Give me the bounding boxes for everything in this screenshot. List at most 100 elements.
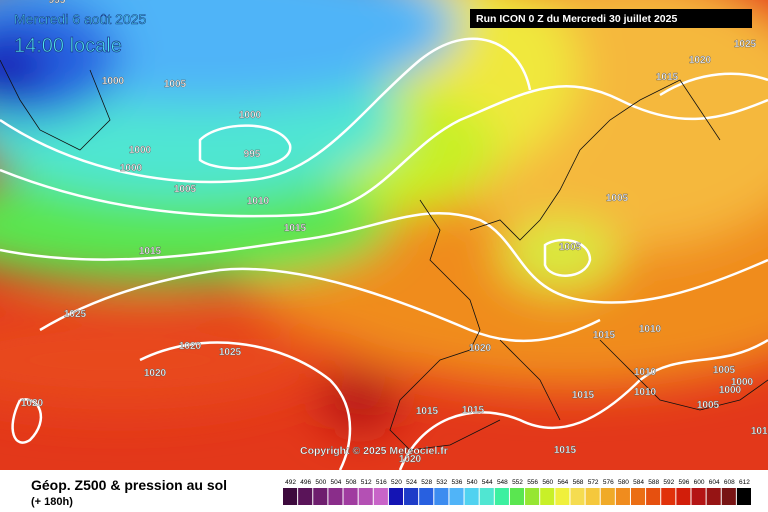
isobar-label: 1005 <box>697 400 720 411</box>
scale-label: 612 <box>739 479 750 486</box>
scale-label: 608 <box>724 479 735 486</box>
isobar-label: 1005 <box>174 184 197 195</box>
scale-label: 540 <box>467 479 478 486</box>
isobar-label: 1015 <box>462 405 485 416</box>
run-info: Run ICON 0 Z du Mercredi 30 juillet 2025 <box>476 13 677 25</box>
scale-box <box>600 488 615 505</box>
isobar-label: 1015 <box>572 390 595 401</box>
scale-label: 492 <box>285 479 296 486</box>
scale-box <box>343 488 358 505</box>
isobar-label: 1015 <box>284 223 307 234</box>
scale-box <box>525 488 540 505</box>
isobar-label: 1015 <box>139 246 162 257</box>
scale-label: 496 <box>300 479 311 486</box>
scale-box <box>691 488 706 505</box>
isobar-label: 1005 <box>606 193 629 204</box>
scale-box <box>721 488 736 505</box>
isobar-label: 1005 <box>713 365 736 376</box>
isobar-label: 1000 <box>120 163 143 174</box>
scale-box <box>283 488 298 505</box>
scale-box <box>419 488 434 505</box>
scale-label: 572 <box>588 479 599 486</box>
legend-subtitle: (+ 180h) <box>31 496 73 508</box>
scale-box <box>494 488 509 505</box>
scale-box <box>373 488 388 505</box>
forecast-time: 14:00 locale <box>14 35 122 57</box>
scale-label: 600 <box>694 479 705 486</box>
legend-title: Géop. Z500 & pression au sol <box>31 477 227 493</box>
isobar-label: 1010 <box>247 196 270 207</box>
scale-label: 552 <box>512 479 523 486</box>
scale-label: 512 <box>361 479 372 486</box>
scale-box <box>464 488 479 505</box>
scale-box <box>509 488 525 505</box>
scale-box <box>540 488 555 505</box>
scale-box <box>328 488 343 505</box>
isobar-label: 995 <box>244 149 261 160</box>
isobar-label: 1010 <box>639 324 662 335</box>
run-box <box>470 9 752 28</box>
scale-box <box>646 488 661 505</box>
isobar-label: 1000 <box>731 377 754 388</box>
map <box>0 0 768 470</box>
scale-label: 548 <box>497 479 508 486</box>
color-scale: 492 496 500 504 508 512 516 520 524 528 532 536 540 5… <box>283 479 751 505</box>
isobar-label: 1020 <box>144 368 167 379</box>
scale-label: 544 <box>482 479 493 486</box>
scale-box <box>388 488 404 505</box>
isobar-label: 1000 <box>129 145 152 156</box>
isobar-label: 1015 <box>593 330 616 341</box>
scale-label: 532 <box>436 479 447 486</box>
isobar-label: 1010 <box>751 426 768 437</box>
scale-label: 592 <box>663 479 674 486</box>
scale-box <box>555 488 570 505</box>
scale-label: 596 <box>678 479 689 486</box>
scale-box <box>358 488 373 505</box>
scale-label: 536 <box>452 479 463 486</box>
scale-label: 560 <box>542 479 553 486</box>
scale-box <box>706 488 721 505</box>
scale-label: 500 <box>315 479 326 486</box>
isobar-label: 1025 <box>734 39 757 50</box>
isobar-label: 995 <box>49 0 66 6</box>
scale-label: 508 <box>346 479 357 486</box>
isobar-label: 1005 <box>559 242 582 253</box>
isobar-label: 1020 <box>469 343 492 354</box>
scale-box <box>434 488 449 505</box>
scale-box <box>661 488 676 505</box>
forecast-date: Mercredi 6 août 2025 <box>14 11 147 27</box>
isobar-label: 1020 <box>21 398 44 409</box>
scale-box <box>449 488 464 505</box>
isobar-label: 1015 <box>656 72 679 83</box>
isobar-label: 1025 <box>219 347 242 358</box>
scale-box <box>298 488 313 505</box>
scale-label: 580 <box>618 479 629 486</box>
scale-box <box>676 488 691 505</box>
scale-box <box>404 488 419 505</box>
scale-label: 584 <box>633 479 644 486</box>
scale-box <box>736 488 751 505</box>
scale-label: 504 <box>331 479 342 486</box>
scale-box <box>615 488 630 505</box>
isobar-label: 1020 <box>399 454 422 465</box>
isobar-label: 1010 <box>634 367 657 378</box>
scale-label: 576 <box>603 479 614 486</box>
scale-label: 528 <box>421 479 432 486</box>
isobar-label: 1000 <box>239 110 262 121</box>
scale-label: 524 <box>406 479 417 486</box>
scale-label: 588 <box>648 479 659 486</box>
scale-box <box>313 488 328 505</box>
isobar-label: 1015 <box>416 406 439 417</box>
isobar-label: 1000 <box>719 385 742 396</box>
scale-label: 516 <box>376 479 387 486</box>
isobar-label: 1005 <box>164 79 187 90</box>
scale-label: 556 <box>527 479 538 486</box>
isobar-label: 1015 <box>554 445 577 456</box>
scale-label: 568 <box>573 479 584 486</box>
scale-box <box>585 488 600 505</box>
isobar-label: 1020 <box>689 55 712 66</box>
scale-label: 564 <box>557 479 568 486</box>
scale-label: 520 <box>391 479 402 486</box>
